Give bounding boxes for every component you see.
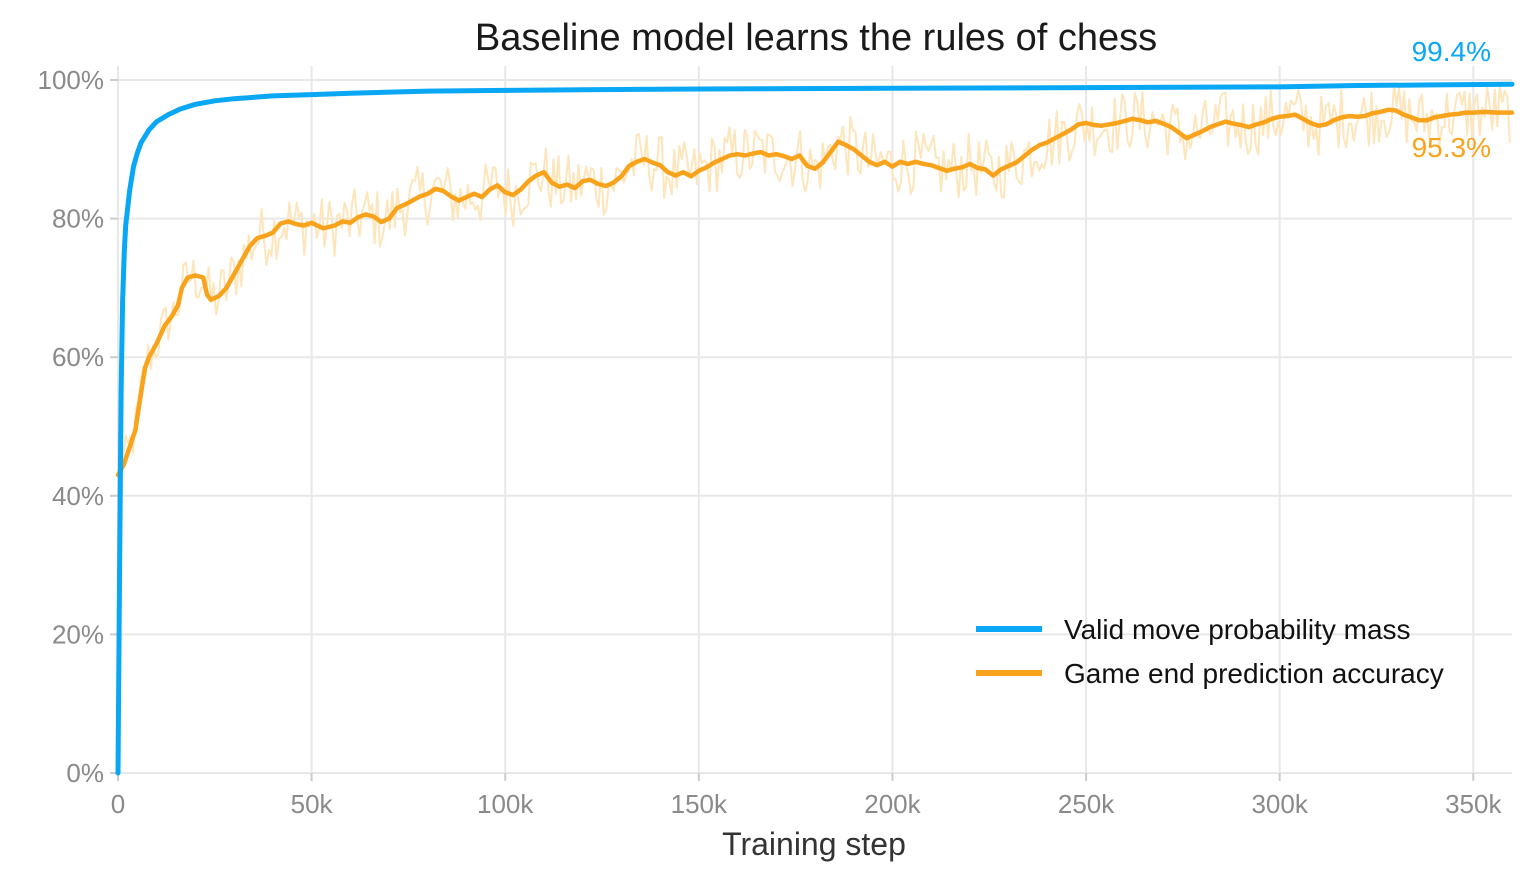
legend-label-game-end: Game end prediction accuracy — [1064, 658, 1444, 689]
raw-series-line-game-end — [117, 82, 1511, 481]
y-tick-label: 80% — [52, 204, 104, 234]
grid-lines — [117, 66, 1512, 774]
raw-series-layer — [117, 82, 1511, 481]
legend: Valid move probability mass Game end pre… — [976, 614, 1444, 689]
x-tick-label: 100k — [477, 789, 534, 819]
x-axis-ticks: 0 50k 100k 150k 200k 250k 300k 350k — [111, 773, 1502, 819]
y-tick-label: 20% — [52, 619, 104, 649]
x-tick-label: 350k — [1445, 789, 1502, 819]
end-labels: 99.4% 95.3% — [1412, 36, 1491, 163]
x-tick-label: 300k — [1251, 789, 1308, 819]
end-label-valid-move: 99.4% — [1412, 36, 1491, 67]
y-axis-ticks: 0% 20% 40% 60% 80% 100% — [38, 65, 118, 788]
x-tick-label: 150k — [671, 789, 728, 819]
x-tick-label: 250k — [1058, 789, 1115, 819]
y-tick-label: 60% — [52, 342, 104, 372]
y-tick-label: 0% — [66, 758, 104, 788]
chart-title: Baseline model learns the rules of chess — [475, 17, 1157, 59]
end-label-game-end: 95.3% — [1412, 132, 1491, 163]
x-axis-title: Training step — [722, 826, 906, 862]
y-tick-label: 100% — [38, 65, 105, 95]
series-layer — [115, 81, 1515, 776]
series-line-valid-move — [115, 81, 1515, 776]
legend-label-valid-move: Valid move probability mass — [1064, 614, 1411, 645]
y-tick-label: 40% — [52, 481, 104, 511]
x-tick-label: 50k — [291, 789, 334, 819]
series-line-game-end — [115, 107, 1515, 478]
x-tick-label: 0 — [111, 789, 125, 819]
x-tick-label: 200k — [864, 789, 921, 819]
